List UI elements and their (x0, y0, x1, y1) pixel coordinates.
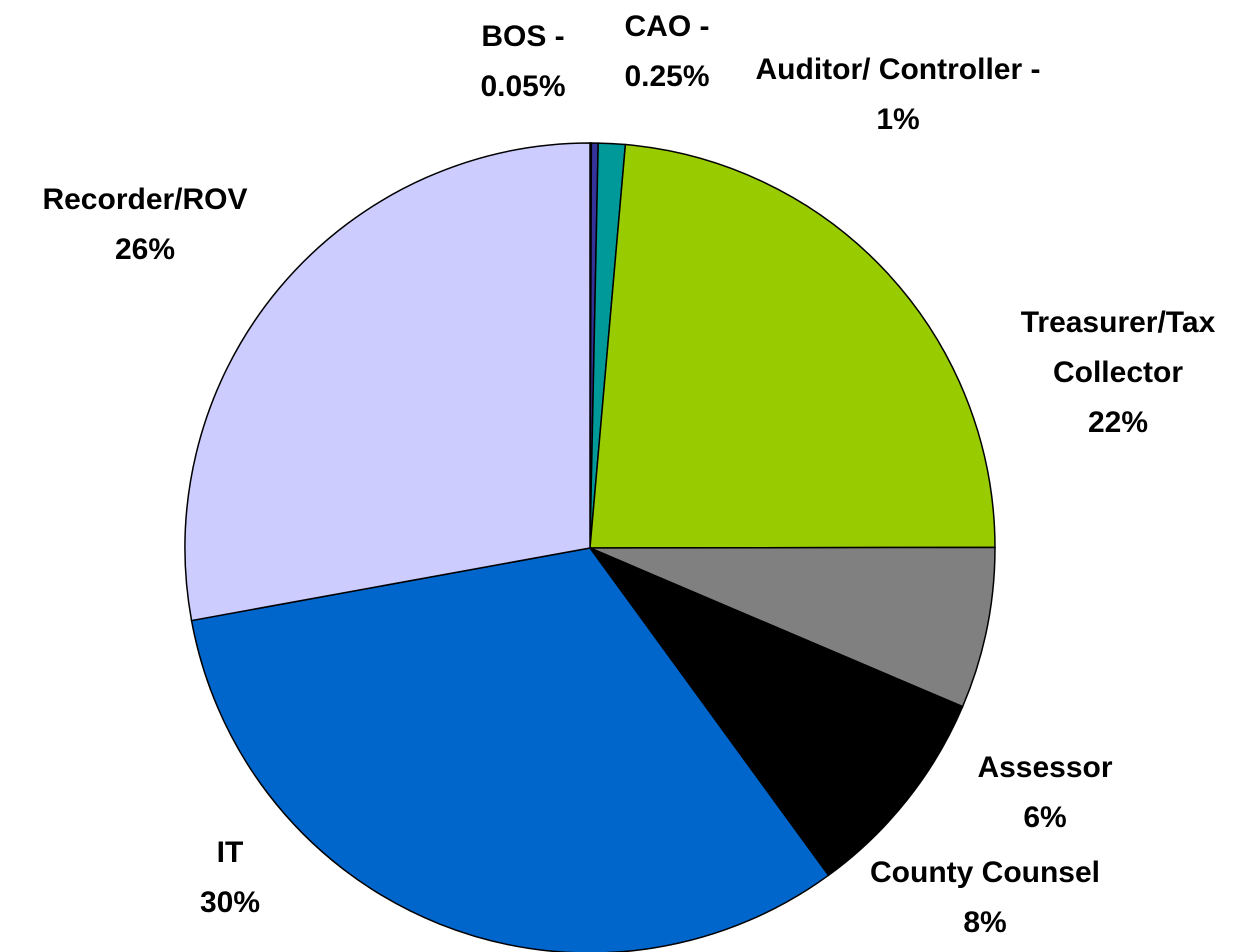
slice-label: BOS - 0.05% (453, 12, 593, 112)
slice-label: Recorder/ROV 26% (0, 175, 290, 275)
category-label: BOS - (481, 20, 565, 53)
pie-slice (190, 547, 830, 952)
slice-label: County Counsel 8% (825, 848, 1145, 948)
value-label: 22% (1087, 406, 1149, 439)
pie-slice (589, 143, 996, 549)
value-label: 1% (876, 103, 920, 136)
value-label: 8% (963, 906, 1007, 939)
value-label: 6% (1023, 801, 1067, 834)
category-label: CAO - (624, 10, 710, 43)
category-label: Recorder/ROV (42, 183, 248, 216)
category-label: Assessor (977, 751, 1113, 784)
slice-label: CAO - 0.25% (597, 2, 737, 102)
slice-label: Assessor 6% (935, 743, 1155, 843)
value-label: 26% (114, 233, 176, 266)
slice-label: Auditor/ Controller - 1% (748, 45, 1048, 145)
category-label: Treasurer/Tax Collector (1020, 306, 1216, 389)
pie-slice (184, 142, 591, 622)
category-label: County Counsel (870, 856, 1100, 889)
category-label: IT (216, 836, 244, 869)
category-label: Auditor/ Controller - (755, 53, 1041, 86)
value-label: 0.25% (624, 60, 710, 93)
value-label: 30% (199, 886, 261, 919)
pie-slice (587, 546, 964, 877)
slice-label: Treasurer/Tax Collector 22% (978, 298, 1258, 448)
pie-slice (589, 546, 996, 708)
value-label: 0.05% (480, 70, 566, 103)
slice-label: IT 30% (150, 828, 310, 928)
